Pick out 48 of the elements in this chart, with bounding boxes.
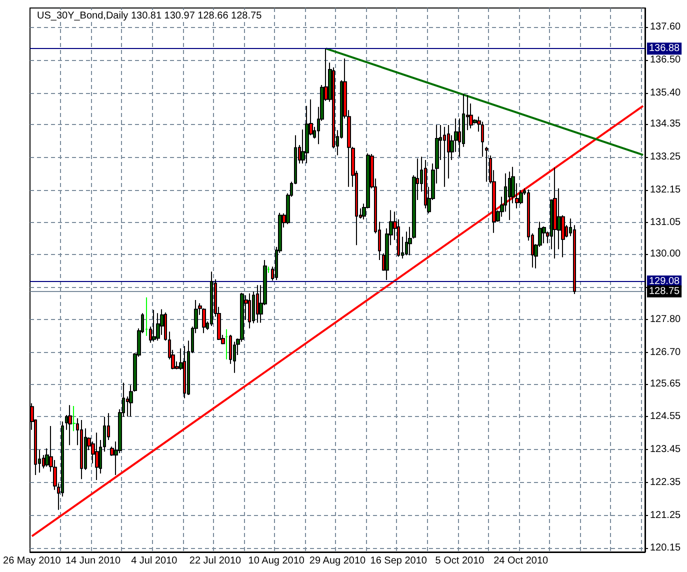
y-tick-label: 132.15 — [650, 184, 682, 196]
candlestick — [553, 166, 557, 260]
y-tick-label: 130.00 — [650, 248, 682, 260]
candlestick — [256, 284, 259, 324]
y-tick-label: 133.25 — [650, 151, 682, 162]
candlestick — [72, 406, 76, 432]
ref-line-label: 128.75 — [649, 286, 680, 297]
y-tick-label: 122.35 — [650, 476, 682, 488]
candlestick — [405, 231, 408, 256]
y-tick-label: 135.40 — [650, 87, 682, 98]
y-tick-label: 125.65 — [650, 378, 682, 390]
x-tick-label: 22 Jul 2010 — [189, 556, 242, 566]
y-tick-label: 124.55 — [650, 411, 682, 422]
candlestick — [443, 126, 446, 188]
y-tick-label: 127.80 — [650, 314, 682, 326]
candlestick — [145, 296, 148, 336]
candlestick — [210, 271, 213, 326]
candlestick — [508, 171, 511, 220]
candlestick — [80, 420, 83, 480]
y-tick-label: 136.50 — [650, 54, 682, 66]
ref-line-label: 136.88 — [649, 43, 680, 54]
candlestick — [156, 312, 160, 342]
y-tick-label: 137.60 — [650, 22, 682, 33]
candlestick — [542, 226, 546, 244]
y-tick-label: 120.15 — [650, 542, 682, 554]
x-tick-label: 5 Oct 2010 — [435, 556, 485, 566]
x-tick-label: 10 Aug 2010 — [248, 556, 305, 566]
candlestick — [225, 328, 228, 360]
x-tick-label: 26 May 2010 — [2, 556, 62, 566]
y-tick-label: 131.05 — [650, 217, 682, 228]
candlestick — [95, 432, 99, 481]
y-tick-label: 134.35 — [650, 118, 682, 130]
x-tick-label: 4 Jul 2010 — [131, 556, 178, 566]
candlestick — [68, 404, 72, 446]
x-tick-label: 16 Sep 2010 — [370, 556, 428, 566]
candlestick — [485, 146, 488, 182]
candlestick — [152, 309, 156, 342]
y-tick-label: 123.45 — [650, 444, 682, 456]
x-tick-label: 24 Oct 2010 — [494, 556, 549, 566]
x-tick-label: 29 Aug 2010 — [309, 556, 366, 566]
ref-line-label: 129.08 — [649, 276, 680, 287]
x-tick-label: 14 Jun 2010 — [65, 556, 121, 566]
candlestick — [267, 266, 270, 274]
y-tick-label: 126.70 — [650, 347, 682, 358]
candlestick — [202, 308, 206, 334]
y-tick-label: 121.25 — [650, 510, 682, 521]
chart-title: US_30Y_Bond,Daily 130.81 130.97 128.66 128.75 — [37, 10, 262, 22]
candlestick — [248, 292, 251, 329]
